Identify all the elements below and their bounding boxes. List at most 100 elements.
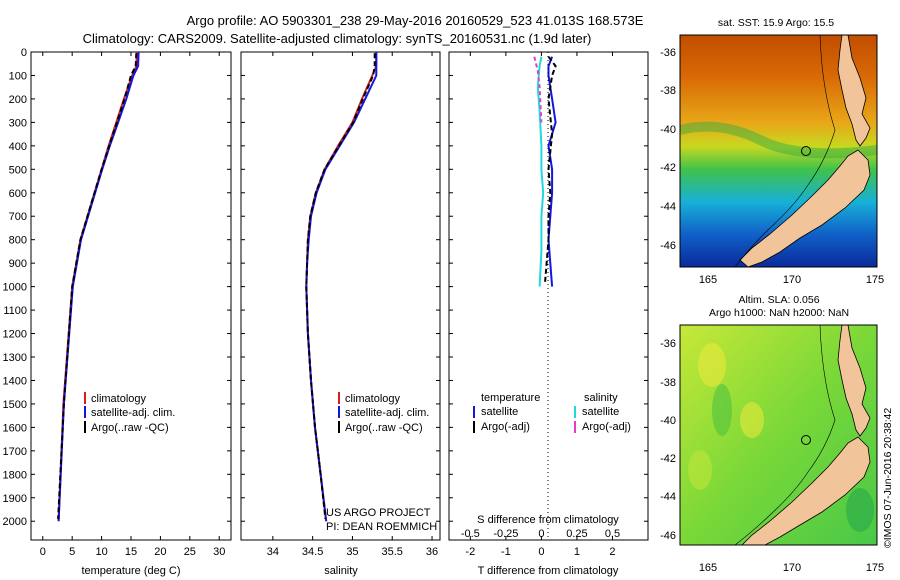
series-line-salinity-satellite	[536, 56, 545, 287]
sst-front	[680, 121, 877, 159]
sst-map-ytick: -40	[660, 124, 676, 136]
sst-map-ytick: -38	[660, 85, 676, 97]
x-tick-label: 0	[40, 546, 46, 558]
north-island-land	[837, 325, 871, 437]
sla-map-ytick: -42	[660, 453, 676, 465]
legend-group-salinity: salinity	[584, 392, 618, 404]
x-tick-label: 25	[184, 546, 196, 558]
x-tick-label: 0	[538, 546, 544, 558]
y-tick-label: 1300	[3, 352, 27, 364]
series-line-argo-raw-qc	[57, 53, 138, 519]
x-tick-label: 1	[574, 546, 580, 558]
y-tick-label: 800	[9, 235, 27, 247]
sla-map-ytick: -40	[660, 415, 676, 427]
x-tick-label: 34	[267, 546, 279, 558]
y-tick-label: 1600	[3, 422, 27, 434]
sla-map-ticks: 165 170 175 -36 -38 -40 -42 -44 -46	[660, 338, 884, 574]
legend-label-satellite-adj: satellite-adj. clim.	[345, 407, 429, 419]
y-tick-label: 1100	[3, 305, 27, 317]
north-island-land	[837, 35, 871, 147]
temperature-xlabel: temperature (deg C)	[81, 565, 180, 577]
series-layer	[57, 51, 557, 522]
series-line-temperature-satellite	[547, 56, 557, 287]
x-tick-label: 36	[426, 546, 438, 558]
sst-map-xtick: 170	[783, 274, 801, 286]
x-tick-label: 2	[609, 546, 615, 558]
x-tick-label: 15	[125, 546, 137, 558]
sla-bathymetry-contour	[734, 325, 836, 545]
sst-map-ticks: 165 170 175 -36 -38 -40 -42 -44 -46	[660, 47, 884, 286]
sst-map-frame	[679, 34, 878, 268]
x-tick-label: 34.5	[302, 546, 323, 558]
y-tick-label: 0	[21, 47, 27, 59]
y-tick-label: 900	[9, 258, 27, 270]
x2-tick-label: -0.5	[461, 528, 480, 540]
series-line-salinity-argo-adj	[533, 56, 543, 123]
y-tick-label: 2000	[3, 516, 27, 528]
salinity-xlabel: salinity	[324, 565, 358, 577]
sla-map-ytick: -38	[660, 377, 676, 389]
tick-layer: 0 5 10 15 20 25 300100200300400500600700800900…	[3, 47, 648, 558]
legend-label-climatology: climatology	[91, 393, 147, 405]
series-line-satellite-adj-clim	[57, 51, 140, 522]
legend-label-s-satellite: satellite	[582, 406, 619, 418]
legend-label-satellite-adj: satellite-adj. clim.	[91, 407, 175, 419]
y-tick-label: 1800	[3, 469, 27, 481]
sla-map-xtick: 170	[783, 562, 801, 574]
sla-map-title-line2: Argo h1000: NaN h2000: NaN	[709, 307, 849, 319]
sst-map-xtick: 175	[866, 274, 884, 286]
y-tick-label: 1900	[3, 493, 27, 505]
y-tick-label: 1000	[3, 282, 27, 294]
x-tick-label: 5	[69, 546, 75, 558]
argo-float-marker	[801, 435, 811, 445]
header-line1: Argo profile: AO 5903301_238 29-May-2016…	[187, 13, 644, 28]
sla-map-frame	[679, 324, 878, 546]
annotation-project: US ARGO PROJECT	[326, 507, 431, 519]
south-island-land	[741, 436, 871, 545]
sla-map-xtick: 165	[699, 562, 717, 574]
difference-xlabel: T difference from climatology	[478, 565, 619, 577]
sst-map	[680, 35, 877, 267]
y-tick-label: 100	[9, 70, 27, 82]
south-island-land	[739, 149, 871, 267]
y-tick-label: 600	[9, 188, 27, 200]
sst-map-title: sat. SST: 15.9 Argo: 15.5	[718, 17, 834, 29]
x-tick-label: 30	[213, 546, 225, 558]
legend-label-climatology: climatology	[345, 393, 401, 405]
x2-tick-label: 0.5	[605, 528, 620, 540]
legend-label-t-satellite: satellite	[481, 406, 518, 418]
sst-map-ytick: -46	[660, 240, 676, 252]
legend-label-argo: Argo(..raw -QC)	[345, 422, 423, 434]
sst-map-ytick: -36	[660, 47, 676, 59]
x-tick-label: -2	[465, 546, 475, 558]
x-tick-label: 35.5	[382, 546, 403, 558]
sst-map-xtick: 165	[699, 274, 717, 286]
legend-label-t-argo: Argo(-adj)	[481, 421, 530, 433]
annotation-pi: PI: DEAN ROEMMICH	[326, 521, 437, 533]
y-tick-label: 1500	[3, 399, 27, 411]
sla-map	[680, 325, 877, 545]
header-line2: Climatology: CARS2009. Satellite-adjuste…	[83, 31, 592, 46]
sla-map-title-line1: Altim. SLA: 0.056	[738, 294, 819, 306]
difference-legend: temperature satellite Argo(-adj) salinit…	[473, 392, 631, 433]
x-tick-label: 35	[346, 546, 358, 558]
y-tick-label: 1200	[3, 329, 27, 341]
legend-group-temperature: temperature	[481, 392, 540, 404]
imos-credit: ©IMOS 07-Jun-2016 20:38:42	[882, 408, 894, 548]
x-tick-label: 20	[154, 546, 166, 558]
y-tick-label: 1400	[3, 375, 27, 387]
series-line-climatology	[57, 51, 138, 522]
y-tick-label: 500	[9, 164, 27, 176]
x2-tick-label: 0	[538, 528, 544, 540]
y-tick-label: 700	[9, 211, 27, 223]
legend-label-argo: Argo(..raw -QC)	[91, 422, 169, 434]
legend-label-s-argo: Argo(-adj)	[582, 421, 631, 433]
y-tick-label: 200	[9, 94, 27, 106]
sst-map-ytick: -42	[660, 162, 676, 174]
sla-map-ytick: -44	[660, 491, 676, 503]
argo-float-marker	[801, 146, 811, 156]
series-line-argo-raw-qc	[305, 53, 376, 520]
x-tick-label: 10	[95, 546, 107, 558]
sst-map-ytick: -44	[660, 201, 676, 213]
